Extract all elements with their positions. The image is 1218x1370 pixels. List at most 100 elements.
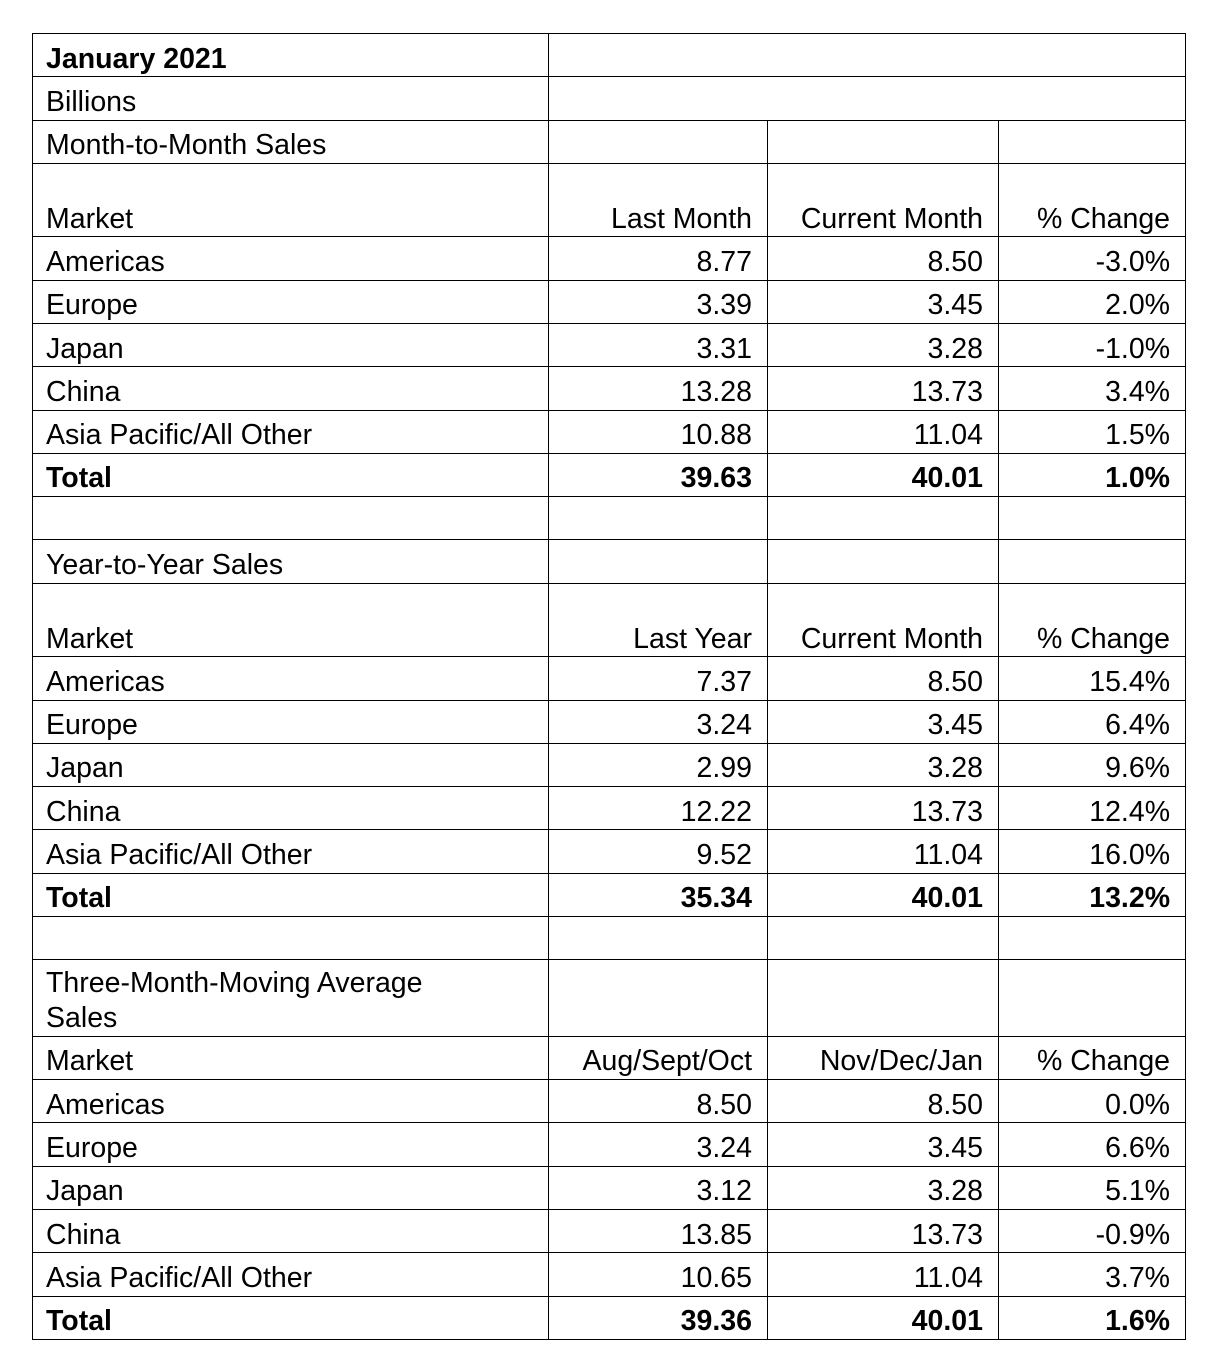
report-title: January 2021 [32,32,549,78]
column-header: % Change [997,162,1187,238]
market-cell: Japan [32,1165,549,1211]
value-cell: 3.45 [767,1122,999,1167]
section-heading-row: Year-to-Year Sales [32,539,1187,584]
table-row: Europe 3.24 3.45 6.4% [32,699,1187,744]
table-row: Europe 3.39 3.45 2.0% [32,279,1187,324]
market-cell: Europe [32,279,549,324]
market-cell: Americas [32,1079,549,1124]
change-cell: 6.4% [997,699,1187,744]
table-row: Asia Pacific/All Other 9.52 11.04 16.0% [32,829,1187,874]
value-cell: 10.88 [548,409,768,454]
value-cell: 3.45 [767,279,999,324]
change-cell: -1.0% [997,322,1187,368]
change-cell: 0.0% [997,1079,1187,1124]
change-cell: -3.0% [997,236,1187,281]
column-header: Current Month [767,582,999,658]
table-row: Americas 7.37 8.50 15.4% [32,656,1187,701]
table-row: Europe 3.24 3.45 6.6% [32,1122,1187,1167]
value-cell: 3.28 [767,322,999,368]
value-cell: 8.50 [548,1079,768,1124]
change-cell: 16.0% [997,829,1187,874]
value-cell: 2.99 [548,742,768,788]
value-cell: 11.04 [767,409,999,454]
column-header: Last Year [548,582,768,658]
table-row: Asia Pacific/All Other 10.88 11.04 1.5% [32,409,1187,454]
total-value: 40.01 [767,452,999,498]
change-cell: 6.6% [997,1122,1187,1167]
spacer-row [32,496,1187,541]
total-change: 1.6% [997,1295,1187,1341]
table-row: Americas 8.50 8.50 0.0% [32,1079,1187,1124]
market-cell: Asia Pacific/All Other [32,829,549,874]
total-value: 39.63 [548,452,768,498]
total-value: 40.01 [767,872,999,918]
column-header-row: Market Aug/Sept/Oct Nov/Dec/Jan % Change [32,1035,1187,1081]
market-cell: Europe [32,1122,549,1167]
market-cell: Americas [32,656,549,701]
total-row: Total 39.36 40.01 1.6% [32,1295,1187,1341]
spacer-row [32,916,1187,961]
total-row: Total 39.63 40.01 1.0% [32,452,1187,498]
change-cell: -0.9% [997,1209,1187,1254]
total-label: Total [32,452,549,498]
value-cell: 8.77 [548,236,768,281]
value-cell: 3.45 [767,699,999,744]
market-cell: China [32,1209,549,1254]
section-heading: Month-to-Month Sales [32,119,549,164]
value-cell: 7.37 [548,656,768,701]
value-cell: 13.85 [548,1209,768,1254]
market-cell: Asia Pacific/All Other [32,409,549,454]
change-cell: 15.4% [997,656,1187,701]
column-header: Current Month [767,162,999,238]
change-cell: 2.0% [997,279,1187,324]
market-cell: China [32,786,549,831]
value-cell: 13.73 [767,786,999,831]
section-heading-row: Three-Month-Moving Average Sales [32,959,1187,1037]
section-heading: Year-to-Year Sales [32,539,549,584]
total-value: 35.34 [548,872,768,918]
total-change: 1.0% [997,452,1187,498]
column-header-row: Market Last Year Current Month % Change [32,582,1187,658]
total-change: 13.2% [997,872,1187,918]
change-cell: 1.5% [997,409,1187,454]
value-cell: 13.73 [767,366,999,411]
value-cell: 3.12 [548,1165,768,1211]
change-cell: 5.1% [997,1165,1187,1211]
table-row: Asia Pacific/All Other 10.65 11.04 3.7% [32,1252,1187,1297]
market-cell: Japan [32,322,549,368]
table-row: China 12.22 13.73 12.4% [32,786,1187,831]
value-cell: 8.50 [767,1079,999,1124]
market-cell: Europe [32,699,549,744]
change-cell: 3.7% [997,1252,1187,1297]
total-row: Total 35.34 40.01 13.2% [32,872,1187,918]
value-cell: 13.73 [767,1209,999,1254]
section-heading-row: Month-to-Month Sales [32,119,1187,164]
total-value: 39.36 [548,1295,768,1341]
value-cell: 13.28 [548,366,768,411]
value-cell: 3.39 [548,279,768,324]
change-cell: 9.6% [997,742,1187,788]
market-cell: Americas [32,236,549,281]
value-cell: 10.65 [548,1252,768,1297]
column-header: Market [32,582,549,658]
value-cell: 11.04 [767,1252,999,1297]
column-header: Nov/Dec/Jan [767,1035,999,1081]
sales-table: January 2021 Billions Month-to-Month Sal… [32,32,1187,1341]
value-cell: 3.24 [548,1122,768,1167]
column-header: Aug/Sept/Oct [548,1035,768,1081]
column-header: % Change [997,582,1187,658]
total-label: Total [32,1295,549,1341]
market-cell: Japan [32,742,549,788]
table-row: China 13.85 13.73 -0.9% [32,1209,1187,1254]
change-cell: 12.4% [997,786,1187,831]
table-row: China 13.28 13.73 3.4% [32,366,1187,411]
column-header: Last Month [548,162,768,238]
total-label: Total [32,872,549,918]
value-cell: 8.50 [767,236,999,281]
unit-label: Billions [32,76,549,121]
column-header: Market [32,1035,549,1081]
value-cell: 11.04 [767,829,999,874]
column-header: Market [32,162,549,238]
value-cell: 3.24 [548,699,768,744]
value-cell: 3.28 [767,742,999,788]
